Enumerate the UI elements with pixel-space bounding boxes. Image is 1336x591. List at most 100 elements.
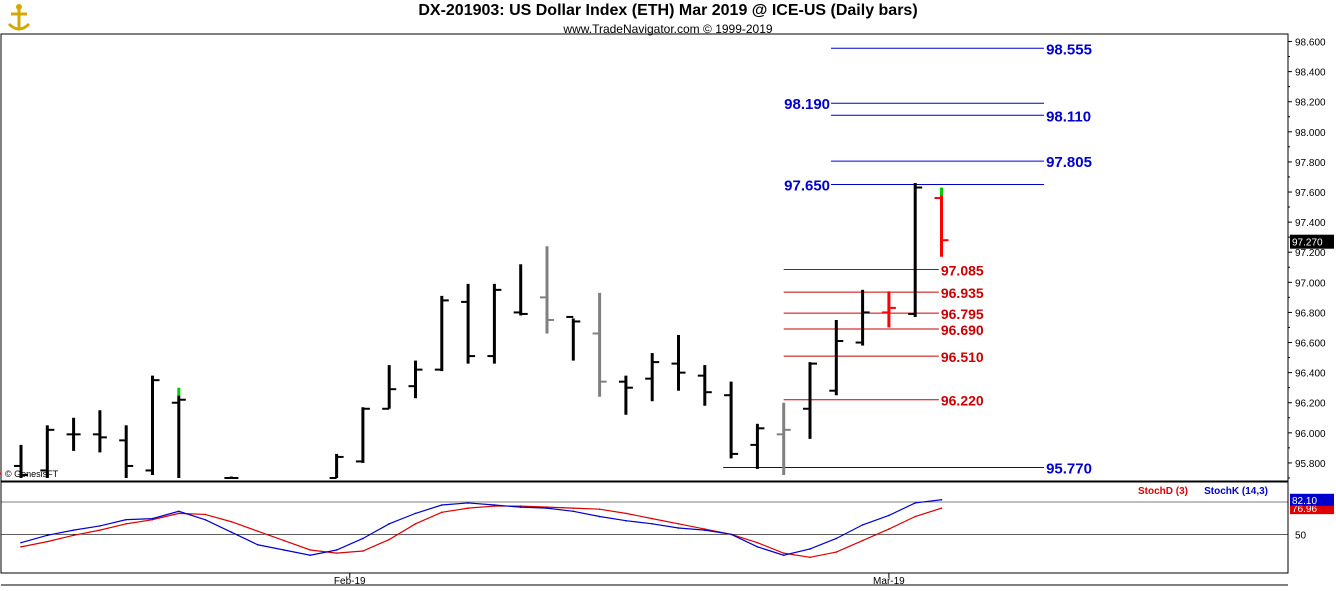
stoch-point: [309, 549, 312, 551]
stoch-point: [940, 498, 943, 501]
stoch-point: [651, 523, 653, 525]
y-tick-label: 95.800: [1295, 459, 1326, 470]
stoch-point: [256, 543, 259, 546]
stoch-point: [362, 537, 364, 540]
stoch-point: [204, 518, 206, 521]
y-tick-label: 96.600: [1295, 339, 1326, 350]
level-label: 97.805: [1046, 154, 1092, 171]
y-tick-label: 97.000: [1295, 278, 1326, 289]
stoch-point: [861, 524, 864, 526]
level-label: 96.795: [941, 306, 984, 322]
level-label: 96.690: [941, 322, 984, 338]
stoch-series-line: [20, 505, 942, 558]
stoch-point: [441, 511, 443, 514]
stoch-point: [99, 525, 101, 527]
x-tick-label: Mar-19: [873, 576, 905, 587]
last-price-tag: [1290, 234, 1334, 249]
level-label: 95.770: [1046, 460, 1092, 477]
y-tick-label: 96.800: [1295, 308, 1326, 319]
stoch-point: [151, 517, 154, 520]
level-label: 96.510: [941, 349, 984, 365]
stoch-point: [72, 534, 75, 537]
y-tick-label: 96.200: [1295, 399, 1326, 410]
stoch-point: [414, 512, 417, 515]
stoch-point: [546, 507, 548, 509]
stoch-point: [309, 554, 312, 557]
level-label: 97.085: [941, 263, 984, 279]
stoch-point: [283, 539, 285, 542]
stoch-value-label: 82.10: [1292, 496, 1317, 507]
stoch-point: [809, 556, 811, 559]
stoch-point: [256, 530, 259, 532]
level-label: 98.190: [784, 96, 830, 113]
stoch-point: [204, 513, 206, 516]
y-tick-label: 98.200: [1295, 98, 1326, 109]
level-label: 96.935: [941, 285, 984, 301]
logo-icon: [3, 3, 35, 35]
stoch-point: [335, 549, 338, 551]
stoch-point: [335, 552, 338, 554]
stoch-point: [914, 515, 916, 518]
stoch-point: [388, 523, 391, 525]
stoch-d-legend: StochD (3): [1138, 486, 1188, 497]
stoch-pane-frame: [0, 481, 1289, 574]
level-label: 98.555: [1046, 41, 1092, 58]
stoch-point: [730, 533, 732, 536]
stoch-point: [704, 529, 706, 531]
stoch-point: [125, 518, 127, 521]
y-tick-label: 97.800: [1295, 158, 1326, 169]
stoch-point: [914, 502, 916, 504]
stoch-point: [519, 506, 522, 508]
stoch-point: [888, 514, 890, 517]
y-tick-label: 96.400: [1295, 369, 1326, 380]
stoch-point: [230, 531, 233, 534]
stoch-point: [441, 504, 443, 506]
stoch-k-legend: StochK (14,3): [1204, 486, 1268, 497]
last-price-label: 97.270: [1292, 238, 1323, 249]
stoch-point: [598, 508, 601, 510]
logo-ring: [16, 4, 22, 10]
watermark-text: © GenesisFT: [5, 469, 59, 479]
y-tick-label: 96.000: [1295, 429, 1326, 440]
level-label: 97.650: [784, 178, 830, 195]
stoch-series-line: [20, 499, 942, 556]
y-tick-label: 98.600: [1295, 38, 1326, 49]
stoch-point: [467, 507, 469, 509]
stoch-point: [782, 554, 785, 557]
stoch-point: [572, 507, 575, 509]
stoch-point: [99, 529, 101, 531]
level-label: 96.220: [941, 393, 984, 409]
stoch-point: [283, 549, 285, 551]
y-tick-label: 97.600: [1295, 188, 1326, 199]
chart-title: DX-201903: US Dollar Index (ETH) Mar 201…: [418, 2, 918, 19]
stoch-point: [677, 523, 680, 525]
stoch-point: [809, 548, 811, 550]
stoch-point: [178, 512, 180, 515]
stoch-point: [782, 552, 785, 554]
y-tick-label: 97.200: [1295, 248, 1326, 259]
stoch-point: [940, 507, 943, 509]
stoch-point: [625, 512, 627, 515]
stoch-point: [756, 541, 759, 544]
stoch-point: [625, 519, 627, 522]
stoch-point: [835, 551, 838, 553]
y-tick-label: 97.400: [1295, 218, 1326, 229]
stoch-point: [125, 523, 127, 525]
stoch-point: [888, 528, 890, 530]
stoch-point: [467, 502, 469, 504]
stoch-point: [72, 529, 75, 531]
stoch-point: [677, 527, 680, 529]
stoch-point: [414, 523, 417, 525]
stoch-point: [572, 510, 575, 513]
stoch-point: [20, 546, 22, 548]
stoch-value-label: 76.96: [1292, 504, 1317, 515]
stoch-point: [598, 515, 601, 518]
stoch-point: [835, 537, 838, 540]
stoch-point: [756, 546, 759, 548]
stoch-point: [861, 539, 864, 542]
stoch-point: [230, 520, 233, 523]
y-tick-label: 98.400: [1295, 68, 1326, 79]
stoch-point: [651, 517, 653, 520]
y-tick-label: 98.000: [1295, 128, 1326, 139]
